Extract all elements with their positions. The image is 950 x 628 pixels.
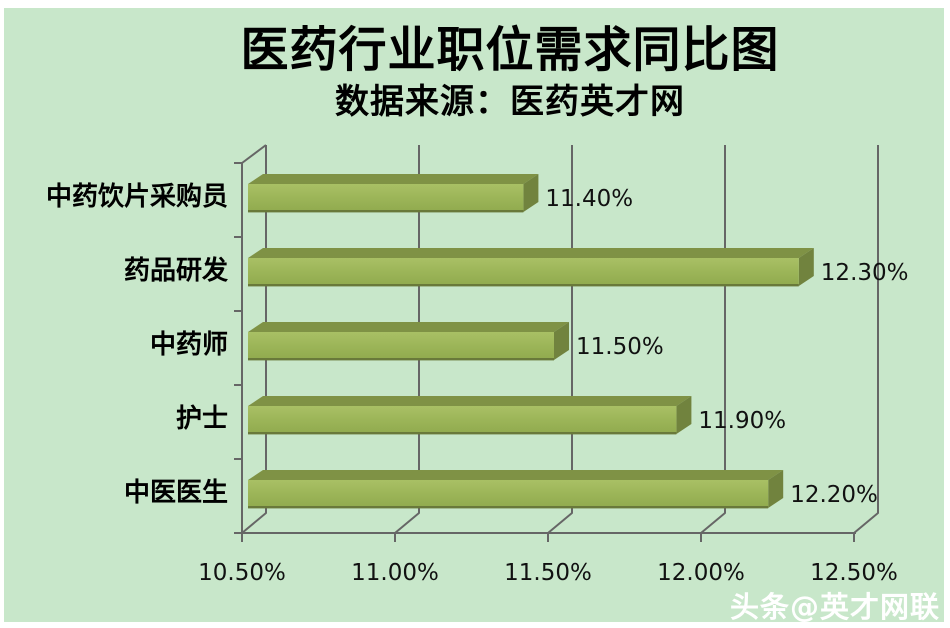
bar-top-face (248, 248, 814, 258)
bar-end-face (523, 174, 539, 212)
bar-front-face (248, 406, 677, 434)
bar-bottom-edge (248, 284, 799, 287)
x-tick-label: 11.00% (351, 560, 439, 586)
x-tick-label: 12.50% (810, 560, 898, 586)
bar-bottom-edge (248, 506, 769, 509)
chart-subtitle: 数据来源：医药英才网 (335, 84, 685, 121)
bar-bottom-edge (248, 358, 554, 361)
bar-bottom-edge (248, 210, 524, 213)
bar-front-face (248, 332, 554, 360)
depth-diagonal (241, 144, 267, 164)
bar-front-face (248, 480, 769, 508)
bar-front-face (248, 184, 524, 212)
bar-top-face (248, 322, 569, 332)
gridline (853, 145, 879, 534)
category-label: 护士 (175, 404, 228, 435)
x-tick-label: 11.50% (504, 560, 592, 586)
bar-end-face (554, 322, 569, 360)
value-label: 11.40% (545, 185, 634, 212)
value-label: 11.50% (576, 333, 664, 360)
value-label: 12.20% (790, 481, 878, 508)
bar-end-face (676, 396, 692, 434)
bar-end-face (798, 248, 814, 286)
bar-front-face (248, 258, 799, 286)
watermark-text: 头条@英才网联 (729, 590, 940, 624)
x-tick-label: 12.00% (657, 560, 745, 586)
bar-top-face (248, 174, 539, 184)
x-tick-label: 10.50% (198, 560, 286, 586)
category-label: 中医医生 (123, 478, 228, 509)
bar-top-face (248, 396, 692, 406)
chart-panel (4, 8, 944, 622)
chart-title: 医药行业职位需求同比图 (240, 24, 780, 77)
category-label: 药品研发 (123, 256, 228, 287)
category-label: 中药饮片采购员 (45, 182, 228, 213)
value-label: 11.90% (698, 407, 787, 434)
bar-end-face (768, 470, 784, 508)
value-label: 12.30% (820, 259, 909, 286)
bar-bottom-edge (248, 432, 677, 435)
category-label: 中药师 (149, 330, 228, 361)
bar-top-face (248, 470, 784, 480)
